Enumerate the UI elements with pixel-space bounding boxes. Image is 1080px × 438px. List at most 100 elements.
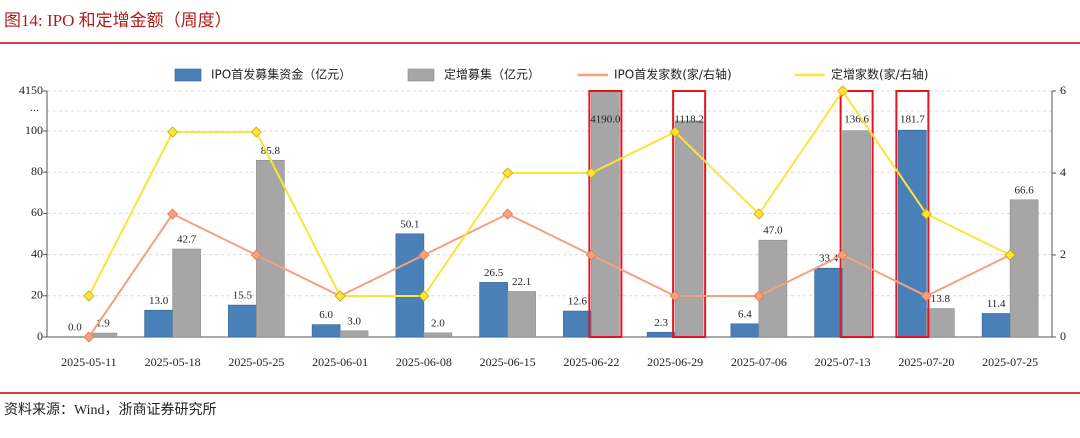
y-tick-label: 60 — [31, 205, 43, 219]
value-label: 2.0 — [431, 317, 445, 329]
line-marker — [837, 249, 849, 261]
bar — [479, 282, 508, 337]
bar — [228, 304, 257, 337]
value-label: 26.5 — [484, 267, 504, 279]
bar — [646, 331, 676, 337]
line-marker — [83, 290, 95, 302]
legend-swatch — [174, 68, 202, 82]
line-marker — [669, 126, 681, 138]
line-marker — [1004, 249, 1016, 261]
line-marker — [585, 249, 597, 261]
x-tick-label: 2025-07-13 — [815, 355, 871, 369]
y2-tick-label: 0 — [1060, 329, 1066, 343]
value-label: 85.8 — [261, 145, 281, 157]
x-tick-label: 2025-05-25 — [228, 355, 284, 369]
legend-label: IPO首发募集资金（亿元） — [211, 67, 351, 82]
bar — [172, 248, 201, 337]
value-label: 33.4 — [819, 253, 839, 265]
line-marker — [837, 85, 849, 97]
chart-title: 图14: IPO 和定增金额（周度） — [4, 11, 232, 30]
line-marker — [753, 290, 765, 302]
bar — [814, 267, 843, 337]
y2-tick-label: 6 — [1060, 83, 1066, 97]
bar — [144, 309, 173, 337]
y-tick-label: 80 — [31, 164, 43, 178]
line-marker — [920, 290, 932, 302]
value-label: 0.0 — [68, 322, 82, 334]
line-marker — [753, 208, 765, 220]
value-label: 13.8 — [931, 293, 951, 305]
source-note: 资料来源：Wind，浙商证券研究所 — [4, 402, 217, 418]
y-tick-label: 40 — [31, 246, 43, 260]
bar — [507, 291, 536, 337]
x-tick-label: 2025-07-06 — [731, 355, 787, 369]
plot-area — [88, 91, 1039, 337]
line-marker — [250, 126, 262, 138]
line-marker — [83, 331, 95, 343]
x-tick-label: 2025-06-15 — [480, 355, 536, 369]
highlight-box — [839, 90, 874, 338]
bar — [981, 313, 1011, 337]
bar — [926, 308, 955, 337]
value-label: 47.0 — [763, 225, 783, 237]
value-label: 13.0 — [149, 295, 169, 307]
bar — [591, 91, 620, 337]
value-label: 6.4 — [738, 308, 752, 320]
value-label: 2.3 — [654, 317, 668, 329]
value-label: 11.4 — [987, 298, 1006, 310]
line-marker — [334, 290, 346, 302]
value-label: 4190.0 — [590, 114, 621, 126]
value-label: 3.0 — [347, 315, 361, 327]
highlight-box — [672, 90, 707, 338]
y-tick-label: 20 — [31, 288, 43, 302]
bar — [898, 129, 927, 337]
y-tick-label: 100 — [25, 123, 43, 137]
y2-tick-label: 2 — [1060, 247, 1066, 261]
bar — [563, 310, 592, 337]
y2-tick-label: 4 — [1060, 165, 1066, 179]
value-label: 50.1 — [400, 218, 419, 230]
value-label: 66.6 — [1015, 184, 1035, 196]
x-tick-label: 2025-07-20 — [898, 355, 954, 369]
bar — [674, 120, 704, 337]
legend-swatch — [407, 68, 435, 82]
bar — [395, 233, 425, 337]
x-tick-label: 2025-06-08 — [396, 355, 452, 369]
bar — [339, 330, 369, 337]
bar — [423, 332, 453, 337]
x-tick-label: 2025-06-29 — [647, 355, 703, 369]
line-marker — [418, 290, 430, 302]
y-tick-label: 4150 — [19, 83, 43, 97]
line — [88, 212, 1011, 338]
value-label: 12.6 — [568, 296, 588, 308]
value-label: 15.5 — [233, 290, 253, 302]
value-label: 1118.2 — [674, 114, 703, 126]
value-label: 6.0 — [319, 309, 333, 321]
highlight-box — [588, 90, 623, 338]
bar — [1009, 199, 1039, 337]
bar — [730, 323, 760, 337]
line-marker — [920, 208, 932, 220]
legend-label: IPO首发家数(家/右轴) — [614, 67, 732, 82]
value-label: 42.7 — [177, 234, 197, 246]
x-tick-label: 2025-06-01 — [312, 355, 368, 369]
x-tick-label: 2025-05-11 — [61, 355, 117, 369]
bar — [311, 324, 341, 337]
value-label: 181.7 — [900, 114, 925, 126]
legend-label: 定增家数(家/右轴) — [831, 67, 928, 82]
line-marker — [250, 249, 262, 261]
line-marker — [502, 208, 514, 220]
bar — [842, 130, 871, 337]
line-marker — [418, 249, 430, 261]
line-marker — [585, 167, 597, 179]
line-marker — [167, 126, 179, 138]
x-tick-label: 2025-06-22 — [563, 355, 619, 369]
x-tick-label: 2025-07-25 — [982, 355, 1038, 369]
axis-break-label: ... — [30, 100, 39, 114]
line-marker — [669, 290, 681, 302]
x-tick-label: 2025-05-18 — [145, 355, 201, 369]
y-tick-label: 0 — [37, 329, 43, 343]
line-marker — [502, 167, 514, 179]
bar — [256, 159, 285, 337]
